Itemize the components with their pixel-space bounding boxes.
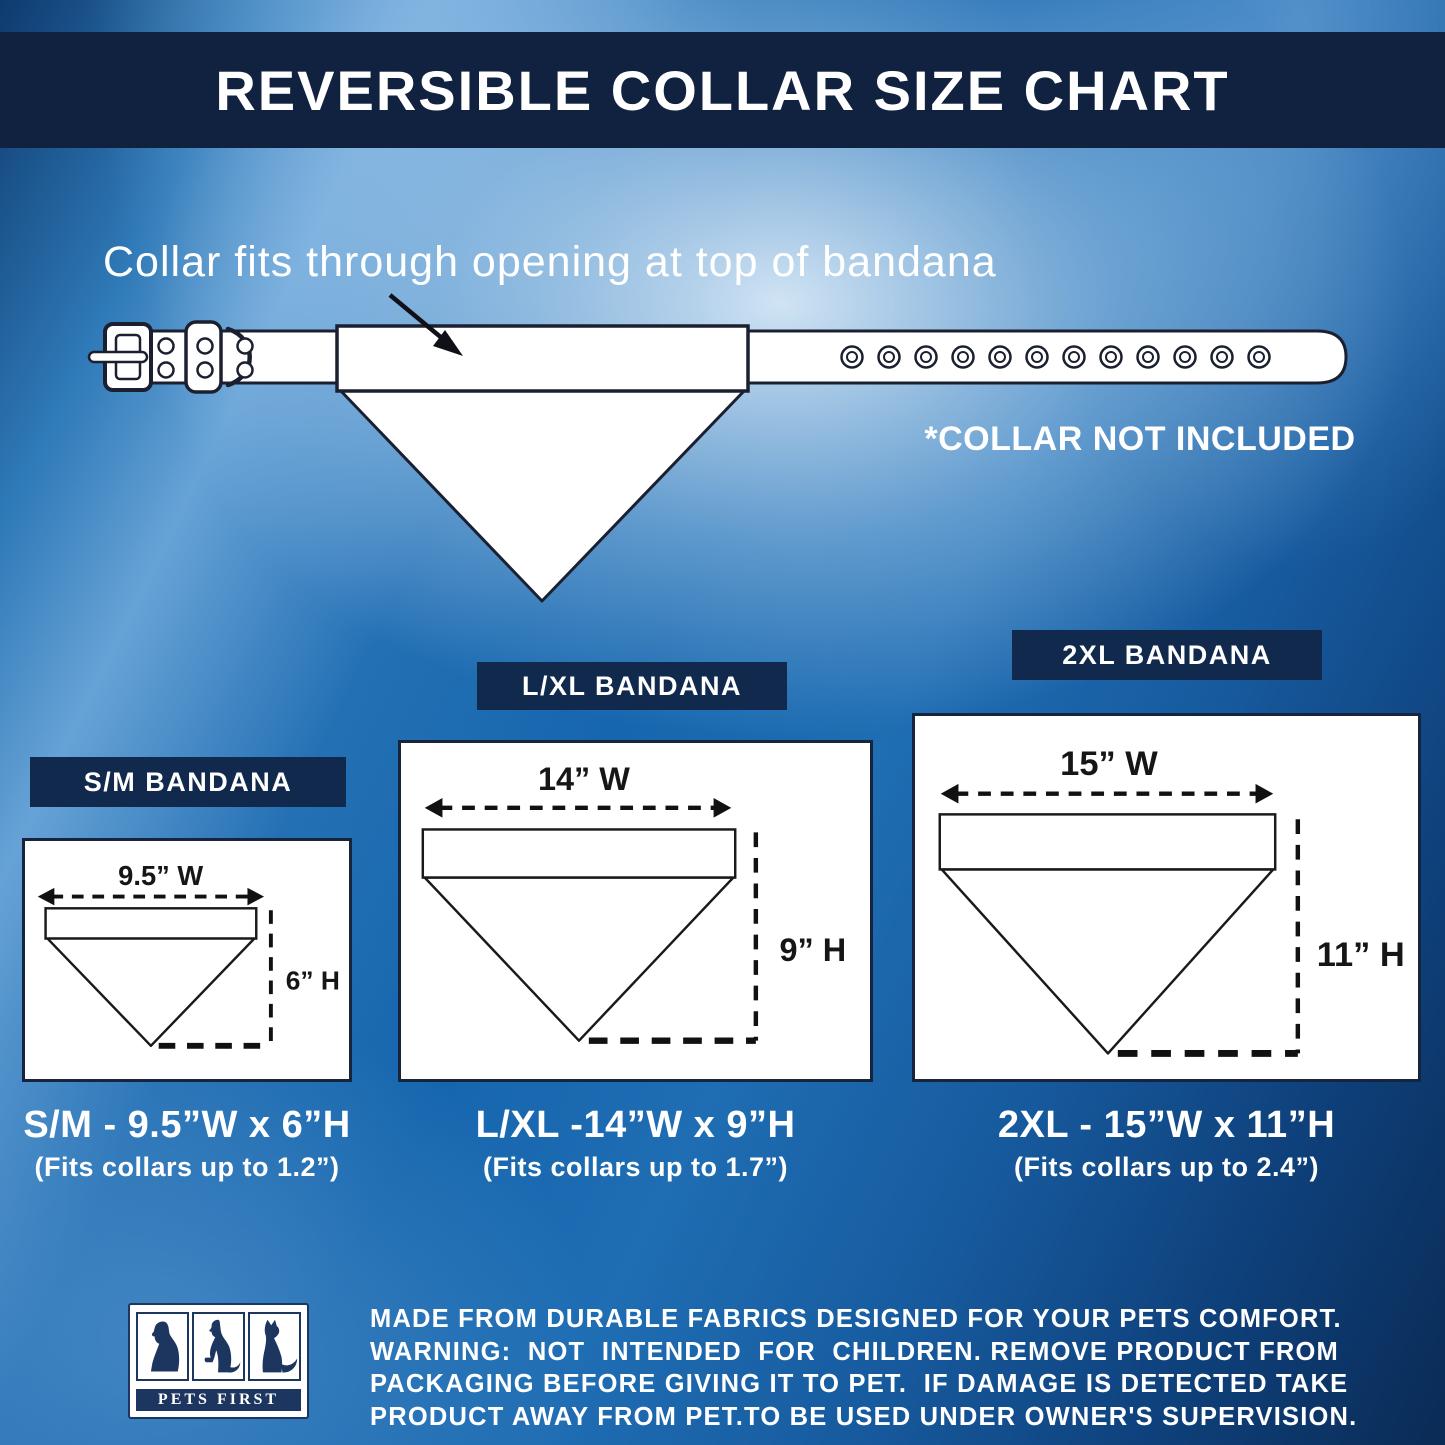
width-dimension-label: 14” W	[538, 761, 630, 797]
size-diagram-2xl: 15” W 11” H	[938, 745, 1405, 1057]
buckle-holes	[157, 337, 254, 379]
size-panel-lxl: 14” W 9” H	[398, 740, 873, 1082]
d-ring-icon	[225, 326, 252, 388]
title-banner: REVERSIBLE COLLAR SIZE CHART	[0, 32, 1445, 148]
bandana-sleeve	[421, 828, 737, 879]
size-diagram-lxl: 14” W 9” H	[421, 761, 847, 1044]
logo-animal-frames	[136, 1312, 301, 1384]
disclaimer-line: PRODUCT AWAY FROM PET.TO BE USED UNDER O…	[370, 1402, 1358, 1431]
disclaimer-line: PACKAGING BEFORE GIVING IT TO PET. IF DA…	[370, 1370, 1349, 1398]
width-arrow-icon	[424, 798, 732, 818]
width-arrow-icon	[37, 887, 265, 906]
dog-paw-up-silhouette-icon	[192, 1312, 245, 1381]
height-dimension-label: 6” H	[286, 965, 340, 995]
collar-note: *COLLAR NOT INCLUDED	[924, 420, 1356, 458]
brand-logo: PETS FIRST	[128, 1303, 309, 1419]
size-panel-2xl: 15” W 11” H	[912, 713, 1421, 1082]
bandana-triangle	[46, 937, 256, 1048]
size-summary-sm: S/M - 9.5”W x 6”H	[23, 1104, 351, 1146]
width-dimension-label: 9.5” W	[118, 860, 203, 891]
fits-note-2xl: (Fits collars up to 2.4”)	[1013, 1152, 1320, 1182]
disclaimer-line: WARNING: NOT INTENDED FOR CHILDREN. REMO…	[370, 1337, 1339, 1366]
size-label-sm: S/M BANDANA	[30, 757, 346, 807]
size-summary-2xl: 2XL - 15”W x 11”H	[997, 1104, 1336, 1146]
collar-eyelets	[840, 345, 1271, 369]
brand-name: PETS FIRST	[157, 1391, 280, 1408]
size-label-2xl: 2XL BANDANA	[1012, 630, 1322, 680]
page-title: REVERSIBLE COLLAR SIZE CHART	[215, 58, 1230, 122]
disclaimer: MADE FROM DURABLE FABRICS DESIGNED FOR Y…	[370, 1303, 1360, 1433]
bandana-triangle	[338, 388, 747, 603]
height-dimension-label: 9” H	[780, 932, 847, 968]
width-dimension-label: 15” W	[1060, 745, 1158, 783]
bandana-sleeve	[44, 907, 258, 940]
shepherd-silhouette-icon	[248, 1312, 301, 1381]
bandana-triangle	[423, 876, 735, 1042]
height-dimension-label: 11” H	[1317, 936, 1405, 974]
pointer-arrow-icon	[388, 293, 463, 356]
size-panel-sm: 9.5” W 6” H	[22, 838, 352, 1082]
bandana-sleeve	[938, 813, 1277, 871]
width-arrow-icon	[940, 783, 1274, 804]
size-label-lxl: L/XL BANDANA	[477, 662, 787, 710]
size-summary-lxl: L/XL -14”W x 9”H	[475, 1104, 796, 1146]
brand-name-bar: PETS FIRST	[136, 1389, 301, 1411]
bandana-triangle	[940, 868, 1275, 1055]
collar-illustration	[87, 293, 1348, 603]
size-diagram-sm: 9.5” W 6” H	[37, 860, 340, 1049]
dog-silhouette-icon	[136, 1312, 189, 1381]
fits-note-lxl: (Fits collars up to 1.7”)	[482, 1152, 789, 1182]
collar-caption: Collar fits through opening at top of ba…	[103, 238, 997, 286]
fits-note-sm: (Fits collars up to 1.2”)	[34, 1152, 340, 1182]
disclaimer-line: MADE FROM DURABLE FABRICS DESIGNED FOR Y…	[370, 1305, 1342, 1333]
buckle-icon	[87, 322, 153, 392]
keeper-loop-icon	[184, 320, 223, 394]
bandana-sleeve	[335, 324, 750, 393]
